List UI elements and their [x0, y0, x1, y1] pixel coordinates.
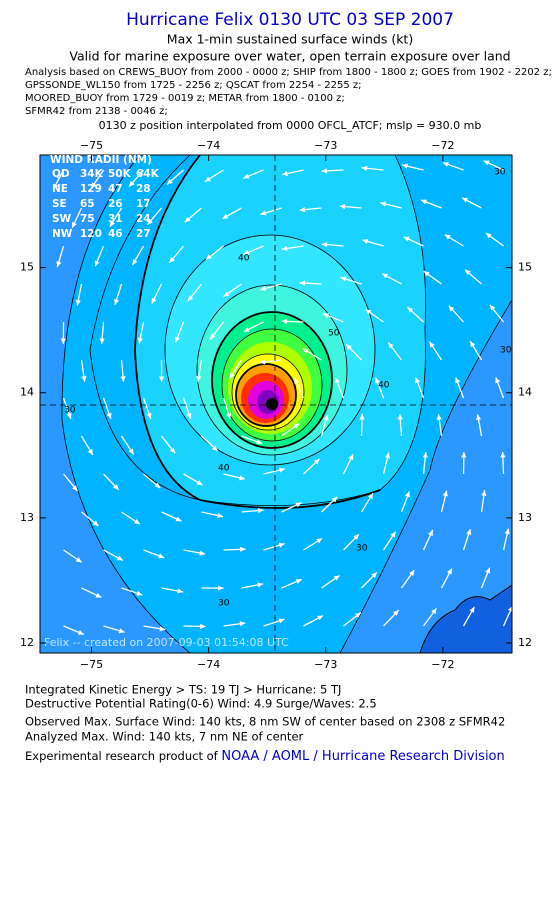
wind-radii-cell: 64K: [136, 168, 160, 180]
lon-tick-label: −74: [197, 139, 220, 152]
lat-tick-label: 12: [518, 636, 532, 649]
contour-label: 40: [378, 381, 390, 391]
wind-radii-cell: 27: [136, 228, 151, 240]
wind-radii-cell: NW: [52, 228, 73, 240]
product-text: Experimental research product of: [25, 749, 219, 763]
lat-tick-label: 15: [518, 261, 532, 274]
contour-label: 30: [356, 544, 368, 554]
analysis-line: MOORED_BUOY from 1729 - 0019 z; METAR fr…: [25, 93, 345, 104]
lon-tick-label: −75: [80, 139, 103, 152]
lon-tick-label: −72: [431, 658, 454, 671]
title: Hurricane Felix 0130 UTC 03 SEP 2007: [126, 10, 454, 30]
contour-label: 30: [500, 346, 512, 356]
lon-tick-label: −73: [314, 139, 337, 152]
wind-radii-cell: 26: [108, 198, 123, 210]
contour-label: 50: [328, 329, 340, 339]
org-link[interactable]: NOAA / AOML / Hurricane Research Divisio…: [221, 749, 504, 764]
lat-tick-label: 12: [20, 636, 34, 649]
wind-radii-cell: 17: [136, 198, 151, 210]
wind-radii-cell: SW: [52, 213, 72, 225]
lon-tick-label: −74: [197, 658, 220, 671]
wind-radii-cell: 129: [80, 183, 102, 195]
contour-label: 30: [494, 168, 506, 178]
lat-tick-label: 13: [20, 511, 34, 524]
observed: Observed Max. Surface Wind: 140 kts, 8 n…: [25, 715, 505, 729]
product: Experimental research product of NOAA / …: [25, 749, 505, 764]
contour-label: 30: [218, 599, 230, 609]
wind-radii-cell: 47: [108, 183, 123, 195]
wind-radii-cell: 120: [80, 228, 102, 240]
wind-radii-cell: SE: [52, 198, 67, 210]
subtitle: Max 1-min sustained surface winds (kt): [167, 32, 413, 47]
contour-label: 30: [64, 406, 76, 416]
wind-radii-cell: 50K: [108, 168, 132, 180]
contour-label: 40: [238, 254, 250, 264]
dpr: Destructive Potential Rating(0-6) Wind: …: [25, 697, 377, 711]
analysis-line: GPSSONDE_WL150 from 1725 - 2256 z; QSCAT…: [25, 80, 362, 91]
analyzed: Analyzed Max. Wind: 140 kts, 7 nm NE of …: [25, 730, 304, 744]
wind-radii-cell: 75: [80, 213, 95, 225]
wind-radii-cell: NE: [52, 183, 68, 195]
wind-radii-cell: 28: [136, 183, 151, 195]
lon-tick-label: −75: [80, 658, 103, 671]
wind-radii-cell: 24: [136, 213, 151, 225]
analysis-line: Analysis based on CREWS_BUOY from 2000 -…: [25, 67, 552, 78]
validity: Valid for marine exposure over water, op…: [69, 49, 510, 64]
wind-radii-cell: 65: [80, 198, 95, 210]
wind-radii-cell: QD: [52, 168, 70, 180]
lat-tick-label: 13: [518, 511, 532, 524]
analysis-line: SFMR42 from 2138 - 0046 z;: [25, 106, 168, 117]
wind-radii-cell: 34K: [80, 168, 104, 180]
lon-tick-label: −73: [314, 658, 337, 671]
contour-label: 40: [218, 464, 230, 474]
wind-radii-cell: 31: [108, 213, 123, 225]
wind-radii-cell: 46: [108, 228, 123, 240]
wind-radii-title: WIND RADII (NM): [50, 154, 152, 166]
lon-tick-label: −72: [431, 139, 454, 152]
lat-tick-label: 14: [518, 386, 532, 399]
lat-tick-label: 15: [20, 261, 34, 274]
credit: Felix -- created on 2007-09-03 01:54:08 …: [44, 636, 289, 649]
lat-tick-label: 14: [20, 386, 34, 399]
position-note: 0130 z position interpolated from 0000 O…: [99, 119, 482, 132]
ike: Integrated Kinetic Energy > TS: 19 TJ > …: [25, 683, 341, 697]
